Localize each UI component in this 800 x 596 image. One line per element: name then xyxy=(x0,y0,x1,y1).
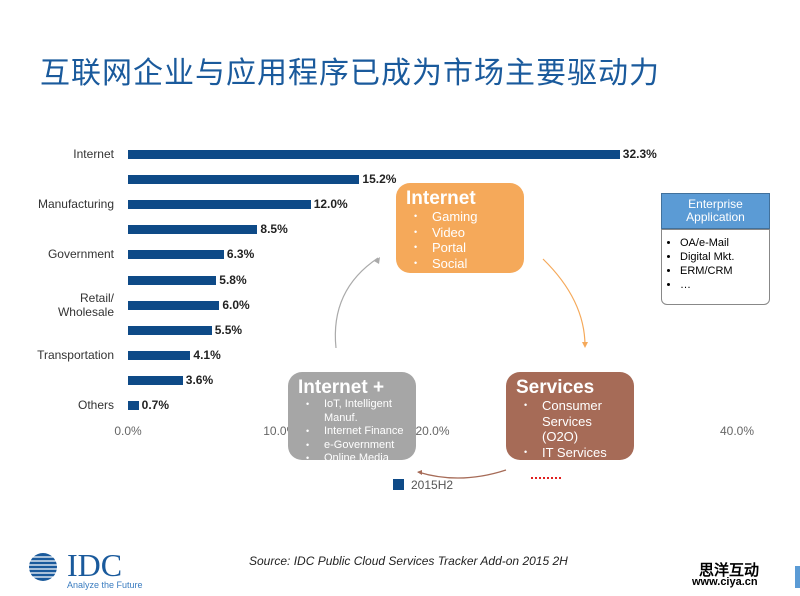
bar xyxy=(128,200,311,210)
bar xyxy=(128,401,139,410)
list-item: … xyxy=(680,278,769,292)
value-label: 6.3% xyxy=(226,247,255,262)
category-label: Manufacturing xyxy=(37,197,114,212)
legend-swatch xyxy=(393,479,404,490)
bar xyxy=(128,275,217,285)
legend-label: 2015H2 xyxy=(411,478,454,492)
list-item: ERM/CRM xyxy=(680,264,769,278)
value-label: 0.7% xyxy=(141,398,170,412)
list-item: Gaming xyxy=(414,209,514,225)
value-label: 32.3% xyxy=(622,147,657,161)
list-item: Video xyxy=(414,225,514,241)
category-label: Retail/Wholesale xyxy=(57,290,114,319)
category-label: Transportation xyxy=(37,347,114,362)
idc-tagline: Analyze the Future xyxy=(67,580,143,590)
bar xyxy=(128,375,183,385)
internet-box: Internet GamingVideoPortalSocial xyxy=(396,183,524,273)
bar xyxy=(128,325,212,335)
idc-globe-logo xyxy=(20,553,66,581)
source-note: Source: IDC Public Cloud Services Tracke… xyxy=(249,554,568,568)
list-item: Online Media xyxy=(306,452,406,460)
slide-title: 互联网企业与应用程序已成为市场主要驱动力 xyxy=(40,56,660,91)
list-item: Portal xyxy=(414,240,514,256)
edge-accent xyxy=(795,566,800,588)
list-item: Consumer Services (O2O) xyxy=(524,398,624,445)
watermark-title: 思洋互动 xyxy=(699,561,760,579)
list-item: IoT, Intelligent Manuf. xyxy=(306,398,406,425)
list-item: OA/e-Mail xyxy=(680,236,769,250)
list-item: Digital Mkt. xyxy=(680,250,769,264)
bar xyxy=(128,350,191,360)
arrow-to-services xyxy=(542,258,586,347)
value-label: 5.8% xyxy=(219,272,247,287)
internet-title: Internet xyxy=(406,188,476,209)
internet-plus-box: Internet + IoT, Intelligent Manuf.Intern… xyxy=(288,372,416,460)
category-label: Others xyxy=(77,398,114,412)
list-item: e-Government xyxy=(306,439,406,453)
value-label: 8.5% xyxy=(260,222,288,237)
enterprise-header: Enterprise Application xyxy=(661,193,770,229)
x-tick-label: 40.0% xyxy=(719,424,755,438)
bar xyxy=(128,250,224,260)
value-label: 4.1% xyxy=(193,347,221,362)
bar xyxy=(128,150,620,159)
list-item: Internet Finance xyxy=(306,425,406,439)
arrow-to-internet xyxy=(334,257,379,349)
bar xyxy=(128,300,220,310)
idc-logo-text: IDC xyxy=(67,547,123,583)
watermark-url: www.ciya.cn xyxy=(692,576,758,588)
x-tick-label: 0.0% xyxy=(114,424,142,438)
services-box: Services Consumer Services (O2O)IT Servi… xyxy=(506,372,634,460)
value-label: 15.2% xyxy=(362,172,397,187)
category-label: Internet xyxy=(73,147,114,161)
value-label: 3.6% xyxy=(185,372,214,387)
internet-plus-title: Internet + xyxy=(298,377,385,398)
services-title: Services xyxy=(516,377,595,398)
list-item: IT Services (SaaS/PaaS/ xyxy=(524,445,624,461)
value-label: 5.5% xyxy=(214,322,243,337)
value-label: 6.0% xyxy=(222,297,250,312)
category-label: Government xyxy=(47,247,114,262)
bar xyxy=(128,225,258,235)
x-tick-label: 20.0% xyxy=(415,424,450,438)
arrow-to-internet-plus xyxy=(417,469,507,479)
list-item: Social xyxy=(414,256,514,272)
enterprise-list: OA/e-MailDigital Mkt.ERM/CRM… xyxy=(661,229,770,305)
value-label: 12.0% xyxy=(313,197,348,212)
bar xyxy=(128,175,360,185)
